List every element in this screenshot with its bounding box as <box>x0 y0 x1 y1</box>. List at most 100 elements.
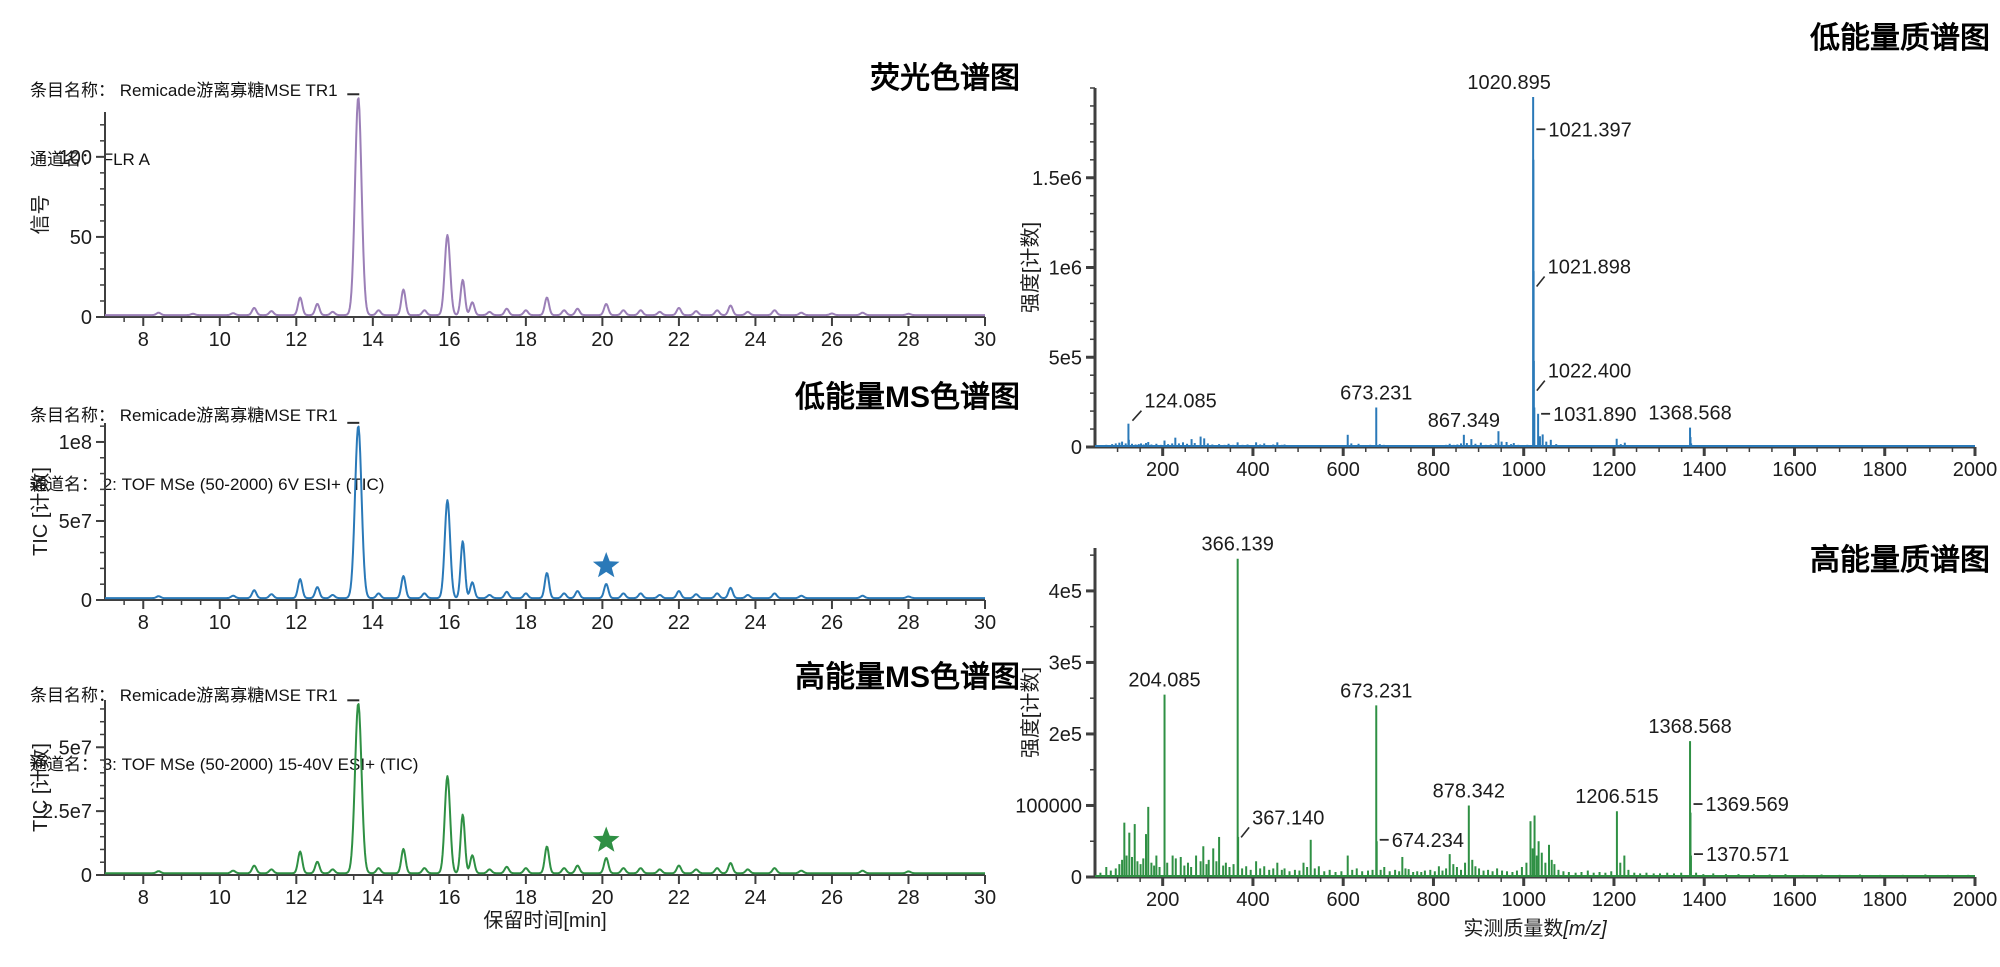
low-energy-ms-chromatogram-plot: 8 10 12 14 16 18 20 22 24 26 28 30 0 5e7 1e8 TIC [计数] <box>29 421 996 634</box>
y-tick-label: 4e5 <box>1049 581 1082 603</box>
y-tick-label: 0 <box>81 590 92 612</box>
chromatogram-trace <box>104 703 986 875</box>
y-tick-label: 5e5 <box>1049 347 1082 369</box>
x-tick-label: 30 <box>974 887 996 909</box>
x-tick-label: 28 <box>897 612 919 634</box>
y-tick-label: 1e8 <box>59 432 92 454</box>
x-tick-label: 14 <box>362 329 384 351</box>
x-tick-label: 1000 <box>1501 459 1546 481</box>
entry-meta: 条目名称： Remicade游离寡糖MSE TR1 通道名： FLR A <box>30 33 338 217</box>
label-leader <box>1536 380 1546 392</box>
x-tick-label: 1600 <box>1772 889 1817 911</box>
x-tick-label: 200 <box>1146 889 1179 911</box>
peak-label: 1368.568 <box>1648 716 1731 738</box>
x-tick-label: 24 <box>744 329 766 351</box>
y-tick-label: 5e7 <box>59 737 92 759</box>
y-axis-title: TIC [计数] <box>29 743 52 832</box>
peak-label: 204.085 <box>1128 670 1200 692</box>
x-tick-label: 800 <box>1417 889 1450 911</box>
y-tick-label: 3e5 <box>1049 652 1082 674</box>
peak-label: 367.140 <box>1252 807 1324 829</box>
y-tick-label: 50 <box>70 227 92 249</box>
x-tick-label: 400 <box>1236 889 1269 911</box>
x-tick-label: 8 <box>138 329 149 351</box>
label-leader <box>1131 410 1143 422</box>
peak-label: 674.234 <box>1392 830 1464 852</box>
low-energy-mass-spectrum-plot: 200 400 600 800 1000 1200 1400 1600 1800 2000 0 5e5… <box>1019 72 1998 481</box>
star-marker <box>592 552 620 578</box>
x-tick-label: 16 <box>438 887 460 909</box>
fluorescence-chromatogram-plot: 8 10 12 14 16 18 20 22 24 26 28 30 0 50 100 信号 <box>29 93 996 351</box>
x-tick-label: 18 <box>515 887 537 909</box>
fluorescence-chromatogram-panel: 条目名称： Remicade游离寡糖MSE TR1 通道名： FLR A 荧光色… <box>20 25 1020 355</box>
y-tick-label: 1.5e6 <box>1032 168 1082 190</box>
y-tick-label: 0 <box>1071 437 1082 459</box>
x-tick-label: 14 <box>362 887 384 909</box>
x-tick-label: 1800 <box>1862 889 1907 911</box>
x-tick-label: 26 <box>821 887 843 909</box>
x-tick-label: 18 <box>515 612 537 634</box>
y-axis-title: TIC [计数] <box>29 467 52 556</box>
x-axis-title: 实测质量数[m/z] <box>1463 917 1607 940</box>
x-tick-label: 14 <box>362 612 384 634</box>
x-tick-label: 20 <box>591 612 613 634</box>
panel-title-fluorescence: 荧光色谱图 <box>870 62 1020 95</box>
peak-label: 673.231 <box>1340 383 1412 405</box>
peak-label: 1021.898 <box>1548 257 1631 279</box>
x-tick-label: 22 <box>668 612 690 634</box>
x-tick-label: 10 <box>209 612 231 634</box>
chromatogram-trace <box>104 425 986 600</box>
chromatogram-trace <box>104 97 986 317</box>
x-tick-label: 2000 <box>1953 459 1998 481</box>
x-tick-label: 12 <box>285 612 307 634</box>
x-tick-label: 26 <box>821 329 843 351</box>
x-tick-label: 1200 <box>1592 889 1637 911</box>
y-axis-title: 信号 <box>29 195 52 235</box>
panel-title-low-energy-spectrum: 低能量质谱图 <box>1810 22 1990 55</box>
y-tick-label: 1e6 <box>1049 258 1082 280</box>
x-tick-label: 20 <box>591 329 613 351</box>
x-tick-label: 10 <box>209 329 231 351</box>
star-marker <box>592 826 620 852</box>
high-energy-ms-chromatogram-panel: 条目名称： Remicade游离寡糖MSE TR1 通道名： 3: TOF MS… <box>20 630 1020 967</box>
panel-title-high-energy-ms: 高能量MS色谱图 <box>795 661 1020 694</box>
y-tick-label: 0 <box>81 307 92 329</box>
x-tick-label: 200 <box>1146 459 1179 481</box>
x-tick-label: 16 <box>438 612 460 634</box>
y-axis-title: 强度[计数] <box>1019 667 1042 758</box>
y-tick-label: 100000 <box>1015 795 1082 817</box>
peak-label: 366.139 <box>1202 534 1274 556</box>
x-tick-label: 26 <box>821 612 843 634</box>
x-tick-label: 30 <box>974 612 996 634</box>
y-tick-label: 0 <box>81 865 92 887</box>
x-tick-label: 24 <box>744 887 766 909</box>
x-tick-label: 22 <box>668 329 690 351</box>
peak-label: 1370.571 <box>1706 844 1789 866</box>
peak-label: 1022.400 <box>1548 361 1631 383</box>
x-tick-label: 12 <box>285 329 307 351</box>
x-tick-label: 28 <box>897 329 919 351</box>
peak-label: 1368.568 <box>1648 403 1731 425</box>
x-tick-label: 18 <box>515 329 537 351</box>
x-tick-label: 8 <box>138 887 149 909</box>
y-tick-label: 5e7 <box>59 511 92 533</box>
y-tick-label: 2e5 <box>1049 724 1082 746</box>
panel-title-low-energy-ms: 低能量MS色谱图 <box>795 381 1020 414</box>
high-energy-ms-chromatogram-plot: 8 10 12 14 16 18 20 22 24 26 28 30 0 2.5e7 5e7 TIC [计数]… <box>29 699 996 932</box>
x-tick-label: 600 <box>1327 459 1360 481</box>
label-leader <box>1240 826 1250 838</box>
peak-label: 1206.515 <box>1575 786 1658 808</box>
high-energy-mass-spectrum-plot: 200 400 600 800 1000 1200 1400 1600 1800 2000 0 100… <box>1015 534 1997 940</box>
peak-label: 867.349 <box>1428 410 1500 432</box>
entry-name-label: 条目名称： Remicade游离寡糖MSE TR1 <box>30 406 338 425</box>
peak-label: 1031.890 <box>1553 404 1636 426</box>
x-tick-label: 12 <box>285 887 307 909</box>
entry-meta: 条目名称： Remicade游离寡糖MSE TR1 通道名： 2: TOF MS… <box>30 358 384 542</box>
peak-label: 673.231 <box>1340 680 1412 702</box>
y-axis-title: 强度[计数] <box>1019 222 1042 313</box>
x-tick-label: 1800 <box>1862 459 1907 481</box>
x-tick-label: 10 <box>209 887 231 909</box>
channel-name-label: 通道名： FLR A <box>30 150 150 169</box>
y-tick-label: 100 <box>59 147 92 169</box>
x-tick-label: 30 <box>974 329 996 351</box>
